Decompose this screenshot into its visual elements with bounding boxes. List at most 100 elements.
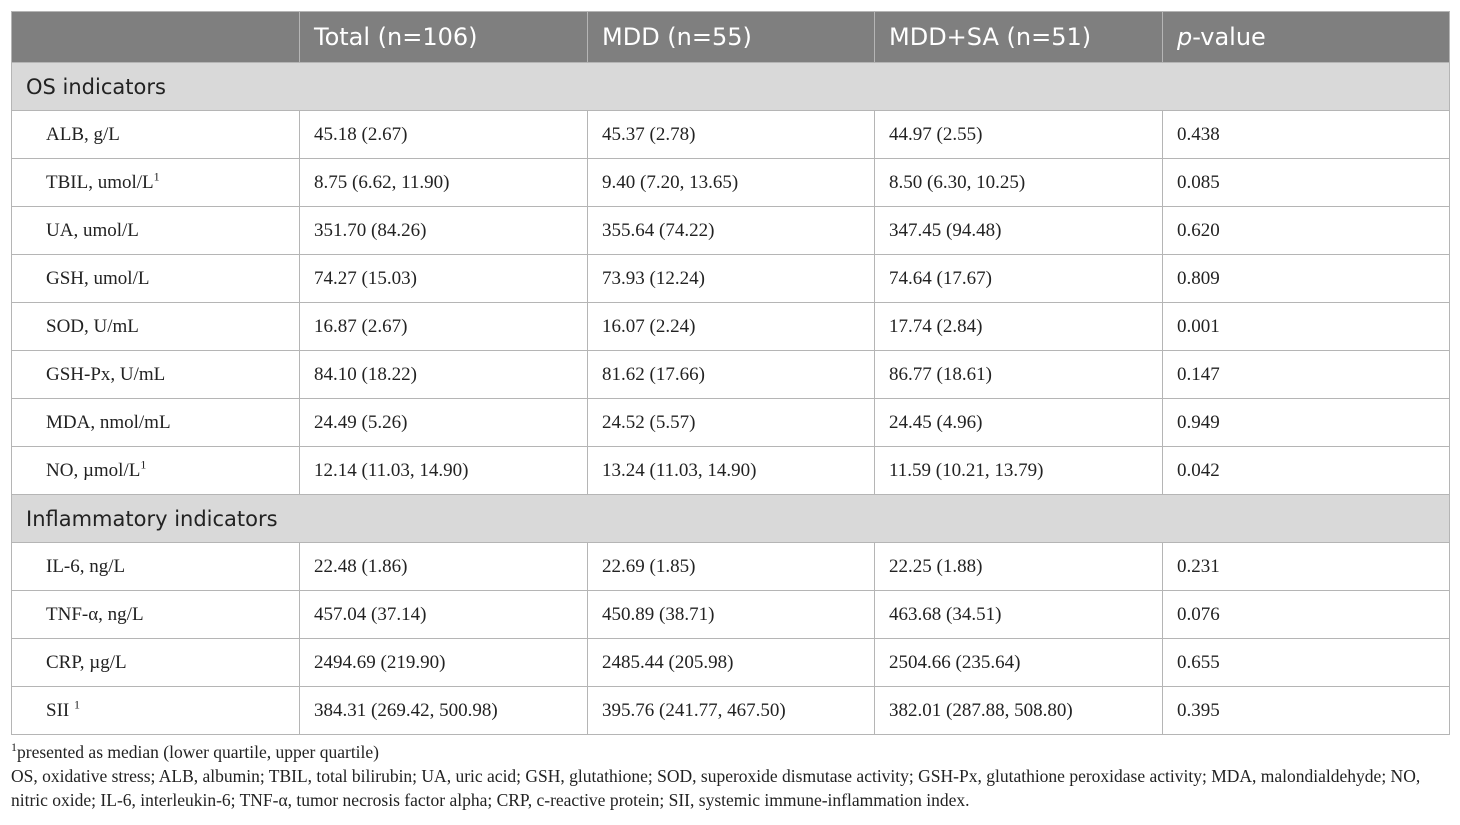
data-table: Total (n=106) MDD (n=55) MDD+SA (n=51) p… <box>11 11 1450 735</box>
cell-p-value: 0.147 <box>1162 350 1450 399</box>
row-label-text: ALB, g/L <box>46 123 120 145</box>
footnote-marker: 1 <box>140 457 147 472</box>
row-label-text: GSH, umol/L <box>46 267 150 289</box>
cell-mdd-sa: 86.77 (18.61) <box>874 350 1163 399</box>
cell-mdd: 22.69 (1.85) <box>587 542 875 591</box>
footnote-1: 1presented as median (lower quartile, up… <box>11 740 1451 764</box>
cell-total: 351.70 (84.26) <box>299 206 588 255</box>
cell-mdd: 450.89 (38.71) <box>587 590 875 639</box>
header-p-value: p-value <box>1162 11 1450 63</box>
cell-mdd-sa: 24.45 (4.96) <box>874 398 1163 447</box>
cell-p-value: 0.949 <box>1162 398 1450 447</box>
cell-p-value: 0.655 <box>1162 638 1450 687</box>
cell-mdd-sa: 17.74 (2.84) <box>874 302 1163 351</box>
cell-mdd-sa: 44.97 (2.55) <box>874 110 1163 159</box>
row-label: TNF-α, ng/L <box>11 590 300 639</box>
row-label: TBIL, umol/L1 <box>11 158 300 207</box>
cell-mdd: 24.52 (5.57) <box>587 398 875 447</box>
row-label: SII 1 <box>11 686 300 735</box>
cell-p-value: 0.042 <box>1162 446 1450 495</box>
table-row: SOD, U/mL 16.87 (2.67) 16.07 (2.24) 17.74 (… <box>11 302 1450 351</box>
cell-mdd-sa: 11.59 (10.21, 13.79) <box>874 446 1163 495</box>
table-row: GSH-Px, U/mL 84.10 (18.22) 81.62 (17.66) 86… <box>11 350 1450 399</box>
cell-mdd: 355.64 (74.22) <box>587 206 875 255</box>
table-row: NO, µmol/L1 12.14 (11.03, 14.90) 13.24 (11… <box>11 446 1450 495</box>
row-label: SOD, U/mL <box>11 302 300 351</box>
header-p-italic: p <box>1177 23 1193 51</box>
cell-p-value: 0.809 <box>1162 254 1450 303</box>
cell-mdd: 9.40 (7.20, 13.65) <box>587 158 875 207</box>
footnote-1-marker: 1 <box>11 740 17 755</box>
section-title: OS indicators <box>11 62 1450 111</box>
cell-total: 74.27 (15.03) <box>299 254 588 303</box>
table-row: TBIL, umol/L1 8.75 (6.62, 11.90) 9.40 (7.2… <box>11 158 1450 207</box>
cell-mdd: 395.76 (241.77, 467.50) <box>587 686 875 735</box>
cell-mdd-sa: 463.68 (34.51) <box>874 590 1163 639</box>
table-row: TNF-α, ng/L 457.04 (37.14) 450.89 (38.71) 4… <box>11 590 1450 639</box>
cell-mdd: 45.37 (2.78) <box>587 110 875 159</box>
row-label-text: MDA, nmol/mL <box>46 411 171 433</box>
row-label-text: UA, umol/L <box>46 219 139 241</box>
row-label: UA, umol/L <box>11 206 300 255</box>
row-label: GSH-Px, U/mL <box>11 350 300 399</box>
table-row: UA, umol/L 351.70 (84.26) 355.64 (74.22) 34… <box>11 206 1450 255</box>
cell-p-value: 0.076 <box>1162 590 1450 639</box>
cell-mdd-sa: 8.50 (6.30, 10.25) <box>874 158 1163 207</box>
row-label-text: SII <box>46 699 74 721</box>
cell-total: 457.04 (37.14) <box>299 590 588 639</box>
row-label: NO, µmol/L1 <box>11 446 300 495</box>
cell-total: 45.18 (2.67) <box>299 110 588 159</box>
cell-total: 24.49 (5.26) <box>299 398 588 447</box>
row-label-text: TNF-α, ng/L <box>46 603 144 625</box>
row-label-text: TBIL, umol/L <box>46 171 154 193</box>
section-row: OS indicators <box>11 62 1450 111</box>
cell-mdd: 73.93 (12.24) <box>587 254 875 303</box>
table-row: MDA, nmol/mL 24.49 (5.26) 24.52 (5.57) 24.4… <box>11 398 1450 447</box>
table-row: CRP, µg/L 2494.69 (219.90) 2485.44 (205.98… <box>11 638 1450 687</box>
cell-mdd: 13.24 (11.03, 14.90) <box>587 446 875 495</box>
cell-total: 8.75 (6.62, 11.90) <box>299 158 588 207</box>
header-blank <box>11 11 300 63</box>
row-label: GSH, umol/L <box>11 254 300 303</box>
cell-mdd-sa: 347.45 (94.48) <box>874 206 1163 255</box>
cell-p-value: 0.395 <box>1162 686 1450 735</box>
cell-mdd: 2485.44 (205.98) <box>587 638 875 687</box>
cell-total: 22.48 (1.86) <box>299 542 588 591</box>
row-label: ALB, g/L <box>11 110 300 159</box>
table-row: IL-6, ng/L 22.48 (1.86) 22.69 (1.85) 22.25 … <box>11 542 1450 591</box>
cell-p-value: 0.001 <box>1162 302 1450 351</box>
cell-mdd-sa: 2504.66 (235.64) <box>874 638 1163 687</box>
row-label: CRP, µg/L <box>11 638 300 687</box>
cell-mdd: 81.62 (17.66) <box>587 350 875 399</box>
header-mdd: MDD (n=55) <box>587 11 875 63</box>
row-label-text: SOD, U/mL <box>46 315 139 337</box>
table-row: GSH, umol/L 74.27 (15.03) 73.93 (12.24) 74.… <box>11 254 1450 303</box>
row-label-text: IL-6, ng/L <box>46 555 126 577</box>
table-row: ALB, g/L 45.18 (2.67) 45.37 (2.78) 44.97 (2… <box>11 110 1450 159</box>
cell-total: 2494.69 (219.90) <box>299 638 588 687</box>
row-label: MDA, nmol/mL <box>11 398 300 447</box>
cell-mdd-sa: 22.25 (1.88) <box>874 542 1163 591</box>
cell-mdd-sa: 382.01 (287.88, 508.80) <box>874 686 1163 735</box>
cell-mdd-sa: 74.64 (17.67) <box>874 254 1163 303</box>
cell-p-value: 0.620 <box>1162 206 1450 255</box>
header-total: Total (n=106) <box>299 11 588 63</box>
row-label-text: CRP, µg/L <box>46 651 127 673</box>
footnote-marker: 1 <box>73 697 80 712</box>
section-title: Inflammatory indicators <box>11 494 1450 543</box>
cell-p-value: 0.085 <box>1162 158 1450 207</box>
header-p-rest: -value <box>1192 23 1266 51</box>
cell-total: 16.87 (2.67) <box>299 302 588 351</box>
table-body: OS indicators ALB, g/L 45.18 (2.67) 45.37 (… <box>11 62 1450 735</box>
cell-p-value: 0.438 <box>1162 110 1450 159</box>
footnotes: 1presented as median (lower quartile, up… <box>11 740 1451 812</box>
cell-total: 12.14 (11.03, 14.90) <box>299 446 588 495</box>
footnote-marker: 1 <box>153 169 160 184</box>
abbreviations-note: OS, oxidative stress; ALB, albumin; TBIL… <box>11 766 1421 810</box>
row-label-text: NO, µmol/L <box>46 459 141 481</box>
cell-total: 384.31 (269.42, 500.98) <box>299 686 588 735</box>
cell-total: 84.10 (18.22) <box>299 350 588 399</box>
header-row: Total (n=106) MDD (n=55) MDD+SA (n=51) p… <box>11 11 1450 63</box>
cell-mdd: 16.07 (2.24) <box>587 302 875 351</box>
row-label: IL-6, ng/L <box>11 542 300 591</box>
